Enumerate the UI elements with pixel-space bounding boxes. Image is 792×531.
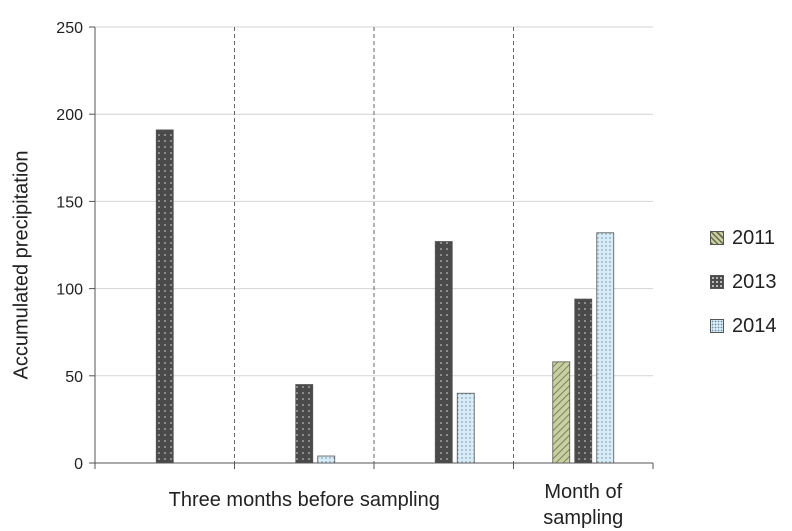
legend-label-2014: 2014: [732, 314, 777, 337]
legend-item-2011: 2011: [710, 216, 777, 260]
legend-swatch-2014: [710, 319, 724, 333]
legend-label-2011: 2011: [732, 226, 776, 249]
bar-2014-category-2: [317, 455, 336, 464]
bar-2013-category-4: [574, 298, 593, 464]
y-tick-label-250: 250: [56, 20, 83, 37]
legend-label-2013: 2013: [732, 270, 777, 293]
y-tick-label-150: 150: [56, 194, 83, 211]
y-tick-label-0: 0: [74, 456, 83, 473]
y-tick-labels: 0 50 100 150 200 250: [56, 20, 83, 473]
legend-item-2013: 2013: [710, 260, 777, 304]
bar-2014-category-4: [596, 232, 615, 464]
x-group-label-month-of-sampling: Month of sampling: [543, 481, 624, 529]
y-tick-label-200: 200: [56, 107, 83, 124]
bar-2013-category-3: [434, 241, 453, 464]
bar-2014-category-3: [456, 392, 475, 464]
y-tick-label-50: 50: [65, 369, 83, 386]
legend-swatch-2011: [710, 231, 724, 245]
y-axis-title: Accumulated precipitation: [10, 150, 33, 380]
legend: 2011 2013 2014: [710, 216, 777, 348]
legend-swatch-2013: [710, 275, 724, 289]
bar-2013-category-2: [295, 384, 314, 464]
separator-layer: [234, 27, 514, 463]
legend-item-2014: 2014: [710, 304, 777, 348]
bar-layer: [155, 129, 615, 464]
x-group-label-three-months: Three months before sampling: [168, 489, 440, 511]
bar-2011-category-4: [552, 361, 571, 464]
bar-2013-category-1: [155, 129, 174, 464]
y-tick-label-100: 100: [56, 282, 83, 299]
